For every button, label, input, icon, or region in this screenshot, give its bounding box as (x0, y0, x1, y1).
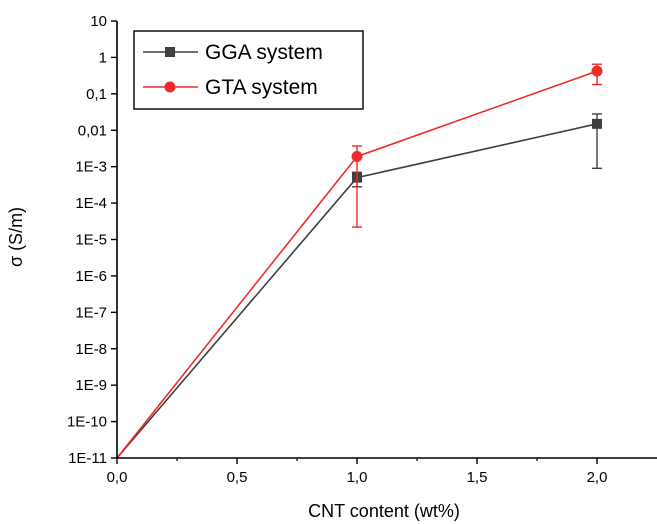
legend: GGA system GTA system (133, 30, 364, 110)
x-axis-title: CNT content (wt%) (308, 501, 460, 521)
y-tick-label: 0,01 (78, 122, 107, 139)
y-tick-label: 1E-9 (75, 377, 107, 394)
y-tick-label: 1E-10 (67, 414, 107, 431)
y-tick-label: 0,1 (86, 86, 107, 103)
x-tick-label: 1,0 (347, 469, 368, 486)
x-tick-label: 0,0 (107, 469, 128, 486)
legend-label: GTA system (205, 76, 318, 99)
legend-box (133, 30, 364, 110)
data-point-circle (591, 65, 603, 77)
legend-marker-circle (164, 81, 176, 93)
x-tick-label: 1,5 (467, 469, 488, 486)
y-axis-title: σ (S/m) (6, 207, 26, 267)
axes: 0,0 0,5 1,0 1,5 2,0 1E-11 1E-10 1E-9 1E-8 1E-7 1E-… (67, 13, 657, 486)
y-tick-label: 1E-8 (75, 341, 107, 358)
data-point-circle (351, 151, 363, 163)
x-tick-label: 0,5 (227, 469, 248, 486)
plot-marks (116, 63, 603, 459)
data-point-square (592, 118, 602, 129)
x-tick-label: 2,0 (587, 469, 608, 486)
y-tick-label: 1E-4 (75, 195, 107, 212)
y-tick-label: 1E-11 (68, 450, 107, 467)
y-tick-label: 10 (90, 13, 107, 30)
legend-marker-square (165, 47, 175, 57)
series-line-2 (116, 70, 598, 459)
legend-label: GGA system (205, 41, 323, 64)
y-tick-label: 1E-7 (75, 304, 107, 321)
y-tick-label: 1E-5 (75, 232, 107, 249)
y-tick-label: 1E-6 (75, 268, 107, 285)
y-tick-label: 1 (99, 49, 107, 66)
y-tick-label: 1E-3 (75, 159, 107, 176)
